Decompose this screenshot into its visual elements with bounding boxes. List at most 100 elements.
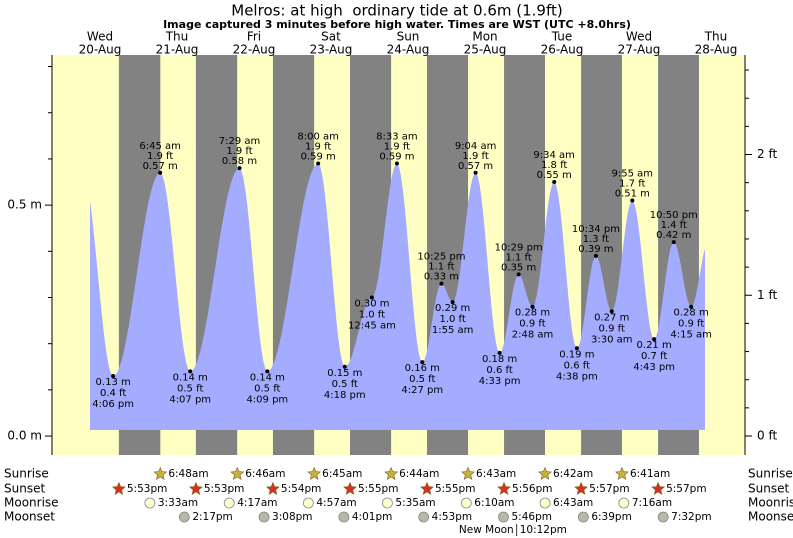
tide-label: 0.6 ft xyxy=(486,365,512,376)
moonset-icon xyxy=(178,511,190,523)
row-label: Moonset xyxy=(4,510,55,524)
row-label: Sunset xyxy=(4,482,45,496)
tide-label: 4:43 pm xyxy=(633,362,675,373)
tide-label: 12:45 am xyxy=(348,320,396,331)
moonset-icon xyxy=(657,511,669,523)
tide-label: 8:33 am xyxy=(376,132,418,143)
moonset-time: 4:53pm xyxy=(432,511,472,523)
day-weekday: Sat xyxy=(321,30,341,44)
tide-label: 0.35 m xyxy=(501,262,536,273)
sunrise-icon xyxy=(384,466,399,480)
sunset-time: 5:57pm xyxy=(666,483,706,495)
tide-label: 0.5 ft xyxy=(254,383,280,394)
tide-point xyxy=(574,346,579,351)
moonrise-icon xyxy=(302,497,314,509)
day-weekday: Wed xyxy=(87,30,113,44)
sunrise-icon xyxy=(538,466,552,480)
moonrise-time: 7:16am xyxy=(632,497,672,509)
sunset-time: 5:53pm xyxy=(204,483,244,495)
moonrise-icon xyxy=(144,497,156,509)
moonrise-time: 4:17am xyxy=(237,497,277,509)
tide-label: 1.0 ft xyxy=(439,314,465,325)
tide-point xyxy=(671,240,676,245)
sunrise-time: 6:46am xyxy=(245,468,285,480)
tide-point xyxy=(237,166,242,171)
tide-label: 0.5 ft xyxy=(177,383,203,394)
y2-tick-label: 1 ft xyxy=(757,288,777,302)
day-weekday: Fri xyxy=(247,30,261,44)
tide-label: 0.30 m xyxy=(354,298,389,309)
sunset-icon xyxy=(188,481,203,495)
tide-label: 9:55 am xyxy=(612,168,654,179)
tide-point xyxy=(652,337,657,342)
day-weekday: Thu xyxy=(165,30,189,44)
tide-label: 0.13 m xyxy=(96,377,131,388)
moon-phase-time: 10:12pm xyxy=(520,524,567,536)
moonrise-icon xyxy=(460,497,472,509)
tide-point xyxy=(473,170,478,175)
tide-point xyxy=(593,253,598,258)
tide-label: 0.51 m xyxy=(615,188,650,199)
tide-label: 4:09 pm xyxy=(246,394,288,405)
day-date: 25-Aug xyxy=(464,43,507,57)
tide-label: 8:00 am xyxy=(297,132,339,143)
sunset-icon xyxy=(111,481,126,495)
moonset-time: 6:39pm xyxy=(591,511,631,523)
chart-subtitle: Image captured 3 minutes before high wat… xyxy=(163,18,631,31)
sunrise-time: 6:44am xyxy=(399,468,439,480)
tide-label: 0.18 m xyxy=(482,354,517,365)
tide-point xyxy=(394,161,399,166)
moonrise-time: 5:35am xyxy=(395,497,435,509)
day-weekday: Thu xyxy=(704,30,728,44)
tide-label: 0.15 m xyxy=(327,368,362,379)
tide-label: 0.4 ft xyxy=(100,388,126,399)
tide-label: 0.57 m xyxy=(458,161,493,172)
day-date: 20-Aug xyxy=(79,43,122,57)
tide-label: 0.42 m xyxy=(656,230,691,241)
tide-label: 6:45 am xyxy=(139,141,181,152)
day-date: 21-Aug xyxy=(156,43,199,57)
sunrise-time: 6:42am xyxy=(553,468,593,480)
row-label: Sunrise xyxy=(4,467,49,481)
tide-label: 1.9 ft xyxy=(305,142,331,153)
tide-label: 4:07 pm xyxy=(169,394,211,405)
moonset-time: 7:32pm xyxy=(671,511,711,523)
day-date: 28-Aug xyxy=(695,43,738,57)
tide-label: 0.14 m xyxy=(250,372,285,383)
tide-point xyxy=(630,198,635,203)
tide-point xyxy=(188,369,193,374)
day-date: 26-Aug xyxy=(541,43,584,57)
sunrise-icon xyxy=(461,466,475,480)
day-weekday: Mon xyxy=(472,30,497,44)
tide-label: 0.29 m xyxy=(435,303,470,314)
tide-label: 0.33 m xyxy=(424,272,459,283)
day-date: 24-Aug xyxy=(387,43,430,57)
tide-label: 0.14 m xyxy=(173,372,208,383)
tide-label: 4:06 pm xyxy=(92,399,134,410)
sunset-time: 5:55pm xyxy=(435,483,475,495)
tide-label: 0.39 m xyxy=(578,244,613,255)
tide-point xyxy=(552,180,557,185)
tide-point xyxy=(420,360,425,365)
tide-label: 0.16 m xyxy=(405,363,440,374)
tide-label: 1.8 ft xyxy=(541,160,567,171)
tide-point xyxy=(689,304,694,309)
moonrise-icon xyxy=(618,497,630,509)
tide-label: 0.59 m xyxy=(379,152,414,163)
day-weekday: Sun xyxy=(397,30,420,44)
moonrise-icon xyxy=(223,497,235,509)
tide-label: 1.1 ft xyxy=(505,252,531,263)
tide-label: 1.0 ft xyxy=(359,309,385,320)
sunset-time: 5:53pm xyxy=(127,483,167,495)
chart-title: Melros: at high ordinary tide at 0.6m (1… xyxy=(231,2,562,20)
tide-label: 0.58 m xyxy=(222,156,257,167)
moonset-icon xyxy=(338,511,350,523)
tide-label: 0.57 m xyxy=(143,161,178,172)
tide-point xyxy=(516,272,521,277)
moonset-icon xyxy=(258,511,270,523)
tide-point xyxy=(609,309,614,314)
tide-point xyxy=(342,364,347,369)
tide-label: 7:29 am xyxy=(219,136,261,147)
tide-label: 10:50 pm xyxy=(650,210,698,221)
